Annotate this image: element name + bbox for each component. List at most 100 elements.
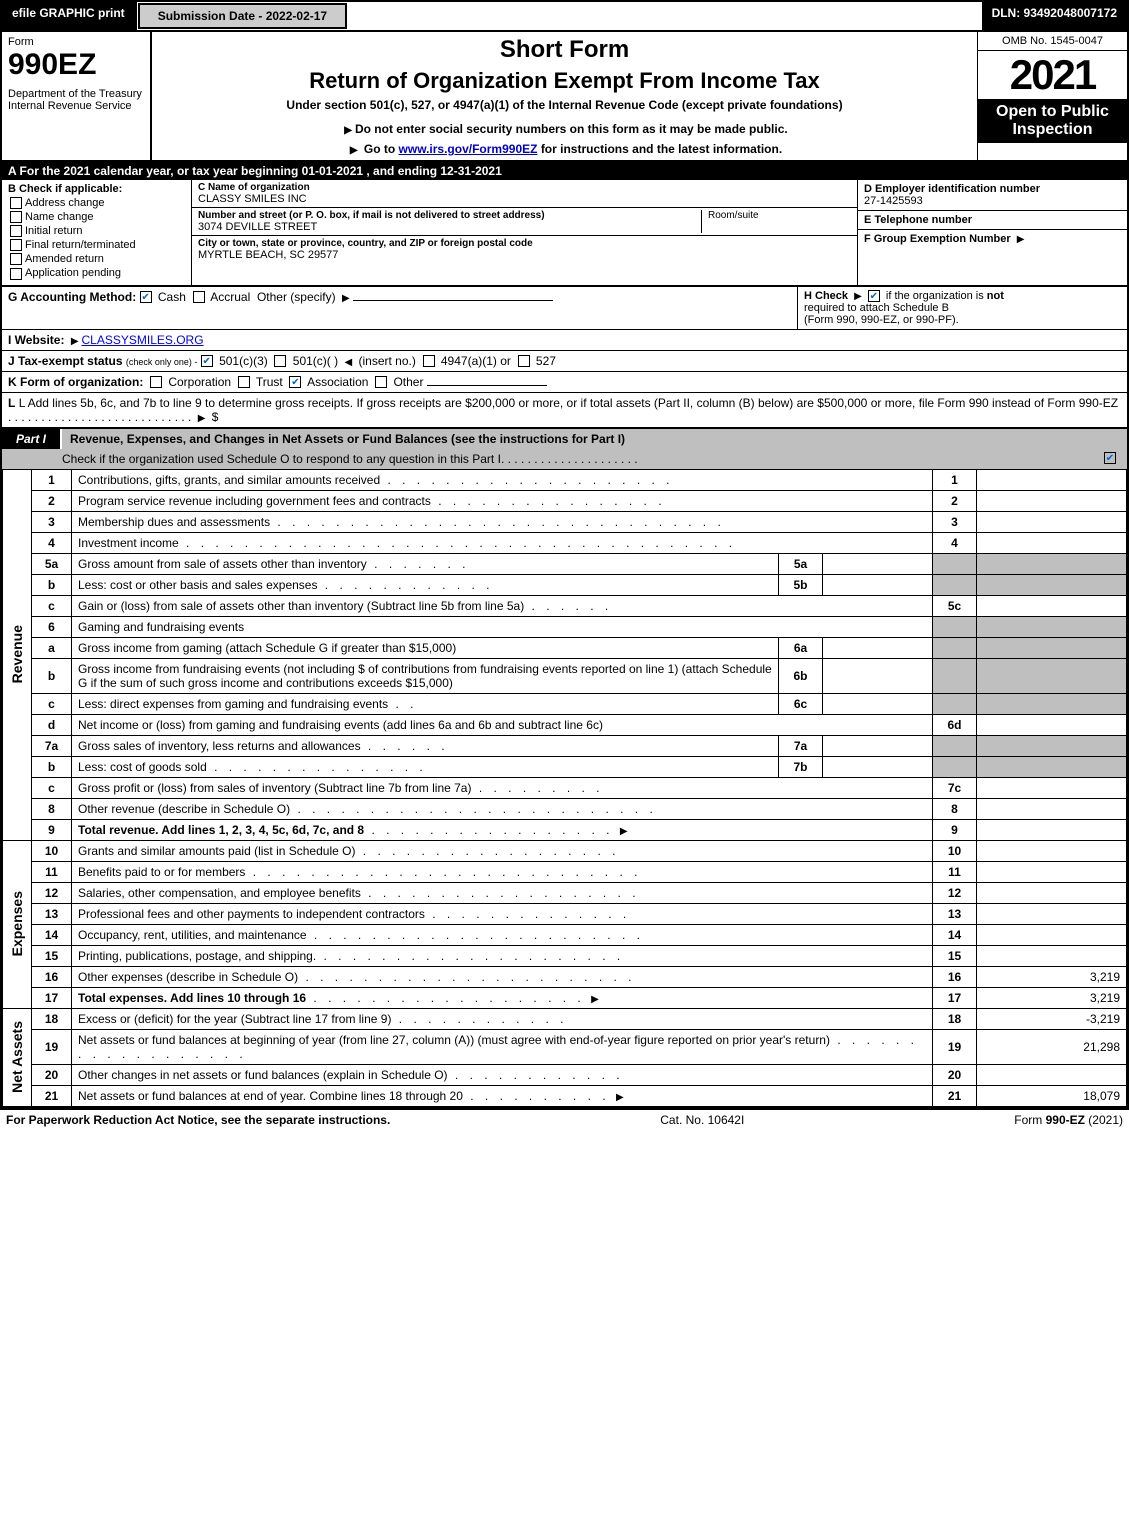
opt-501c3: 501(c)(3) — [219, 354, 268, 368]
header-row: Form 990EZ Department of the Treasury In… — [2, 32, 1127, 162]
cb-address-change[interactable]: Address change — [10, 197, 185, 209]
sub-label: 7a — [779, 735, 823, 756]
ein-value: 27-1425593 — [864, 195, 1121, 207]
opt-trust: Trust — [256, 375, 283, 389]
row-num: c — [32, 693, 72, 714]
amount-cell — [977, 532, 1127, 553]
j-note: (check only one) - — [126, 357, 198, 367]
row-desc: Gross amount from sale of assets other t… — [72, 553, 779, 574]
arrow-icon — [68, 333, 82, 347]
line-label-grey — [933, 756, 977, 777]
room-suite: Room/suite — [701, 210, 851, 233]
amount-cell: 3,219 — [977, 966, 1127, 987]
cb-cash[interactable] — [140, 291, 152, 303]
expenses-side-label: Expenses — [3, 840, 32, 1008]
cb-501c[interactable] — [274, 355, 286, 367]
l-text: L Add lines 5b, 6c, and 7b to line 9 to … — [19, 396, 1118, 410]
accrual-label: Accrual — [210, 290, 250, 304]
cb-application-pending[interactable]: Application pending — [10, 267, 185, 279]
amount-cell — [977, 469, 1127, 490]
footer-right: Form 990-EZ (2021) — [1014, 1113, 1123, 1127]
cb-h[interactable] — [868, 290, 880, 302]
cb-trust[interactable] — [238, 376, 250, 388]
cb-501c3[interactable] — [201, 355, 213, 367]
cb-schedule-o[interactable] — [1104, 452, 1116, 464]
amount-grey — [977, 756, 1127, 777]
line-g: G Accounting Method: Cash Accrual Other … — [8, 290, 791, 326]
cb-corp[interactable] — [150, 376, 162, 388]
line-label: 2 — [933, 490, 977, 511]
sub-amount — [823, 574, 933, 595]
box-c: C Name of organization CLASSY SMILES INC… — [192, 180, 857, 285]
amount-cell — [977, 777, 1127, 798]
line-label: 13 — [933, 903, 977, 924]
arrow-icon — [617, 823, 631, 837]
cb-527[interactable] — [518, 355, 530, 367]
do-not-text: Do not enter social security numbers on … — [355, 122, 788, 136]
g-label: G Accounting Method: — [8, 290, 136, 304]
form-container: efile GRAPHIC print Submission Date - 20… — [0, 0, 1129, 1109]
line-label: 9 — [933, 819, 977, 840]
irs-link[interactable]: www.irs.gov/Form990EZ — [399, 142, 538, 156]
h-suffix2: required to attach Schedule B — [804, 302, 949, 314]
amount-grey — [977, 735, 1127, 756]
row-num: 9 — [32, 819, 72, 840]
revenue-side-label: Revenue — [3, 469, 32, 840]
cb-assoc[interactable] — [289, 376, 301, 388]
part1-check-o: Check if the organization used Schedule … — [2, 449, 1127, 469]
h-prefix: H Check — [804, 290, 851, 302]
row-num: 20 — [32, 1064, 72, 1085]
cb-initial-return[interactable]: Initial return — [10, 225, 185, 237]
dln-label: DLN: 93492048007172 — [982, 2, 1127, 30]
line-label-grey — [933, 574, 977, 595]
cb-other-org[interactable] — [375, 376, 387, 388]
org-name-label: C Name of organization — [198, 182, 310, 193]
efile-print-button[interactable]: efile GRAPHIC print — [2, 2, 137, 30]
line-label-grey — [933, 553, 977, 574]
arrow-icon — [195, 410, 209, 424]
row-desc: Gross sales of inventory, less returns a… — [72, 735, 779, 756]
cb-4947[interactable] — [423, 355, 435, 367]
amount-cell — [977, 819, 1127, 840]
line-label-grey — [933, 693, 977, 714]
sub-label: 6a — [779, 637, 823, 658]
row-num: 15 — [32, 945, 72, 966]
line-label: 17 — [933, 987, 977, 1008]
line-h: H Check if the organization is not requi… — [797, 287, 1127, 329]
opt-corp: Corporation — [168, 375, 231, 389]
row-desc: Printing, publications, postage, and shi… — [72, 945, 933, 966]
line-l: L L Add lines 5b, 6c, and 7b to line 9 t… — [2, 393, 1127, 429]
arrow-icon — [588, 991, 602, 1005]
opt-other-org: Other — [393, 375, 423, 389]
i-label: I Website: — [8, 333, 64, 347]
line-label: 16 — [933, 966, 977, 987]
section-a: A For the 2021 calendar year, or tax yea… — [2, 162, 1127, 180]
under-section: Under section 501(c), 527, or 4947(a)(1)… — [160, 98, 969, 112]
other-specify-field[interactable] — [353, 300, 553, 301]
line-label: 15 — [933, 945, 977, 966]
other-org-field[interactable] — [427, 385, 547, 386]
submission-date-label: Submission Date - 2022-02-17 — [138, 3, 347, 29]
line-j: J Tax-exempt status (check only one) - 5… — [2, 351, 1127, 372]
footer: For Paperwork Reduction Act Notice, see … — [0, 1109, 1129, 1130]
cb-amended-return[interactable]: Amended return — [10, 253, 185, 265]
row-num: d — [32, 714, 72, 735]
line-k: K Form of organization: Corporation Trus… — [2, 372, 1127, 393]
cb-final-return[interactable]: Final return/terminated — [10, 239, 185, 251]
row-num: 17 — [32, 987, 72, 1008]
street-row: Number and street (or P. O. box, if mail… — [192, 208, 857, 236]
website-link[interactable]: CLASSYSMILES.ORG — [82, 333, 204, 347]
box-b-header: B Check if applicable: — [8, 183, 185, 195]
line-i: I Website: CLASSYSMILES.ORG — [2, 330, 1127, 351]
row-num: 7a — [32, 735, 72, 756]
amount-cell — [977, 882, 1127, 903]
amount-cell — [977, 511, 1127, 532]
footer-form-year: (2021) — [1085, 1113, 1123, 1127]
sub-label: 6b — [779, 658, 823, 693]
other-label: Other (specify) — [257, 290, 336, 304]
cb-accrual[interactable] — [193, 291, 205, 303]
cb-name-change[interactable]: Name change — [10, 211, 185, 223]
arrow-icon — [347, 142, 361, 156]
row-num: 1 — [32, 469, 72, 490]
row-desc: Net income or (loss) from gaming and fun… — [72, 714, 933, 735]
